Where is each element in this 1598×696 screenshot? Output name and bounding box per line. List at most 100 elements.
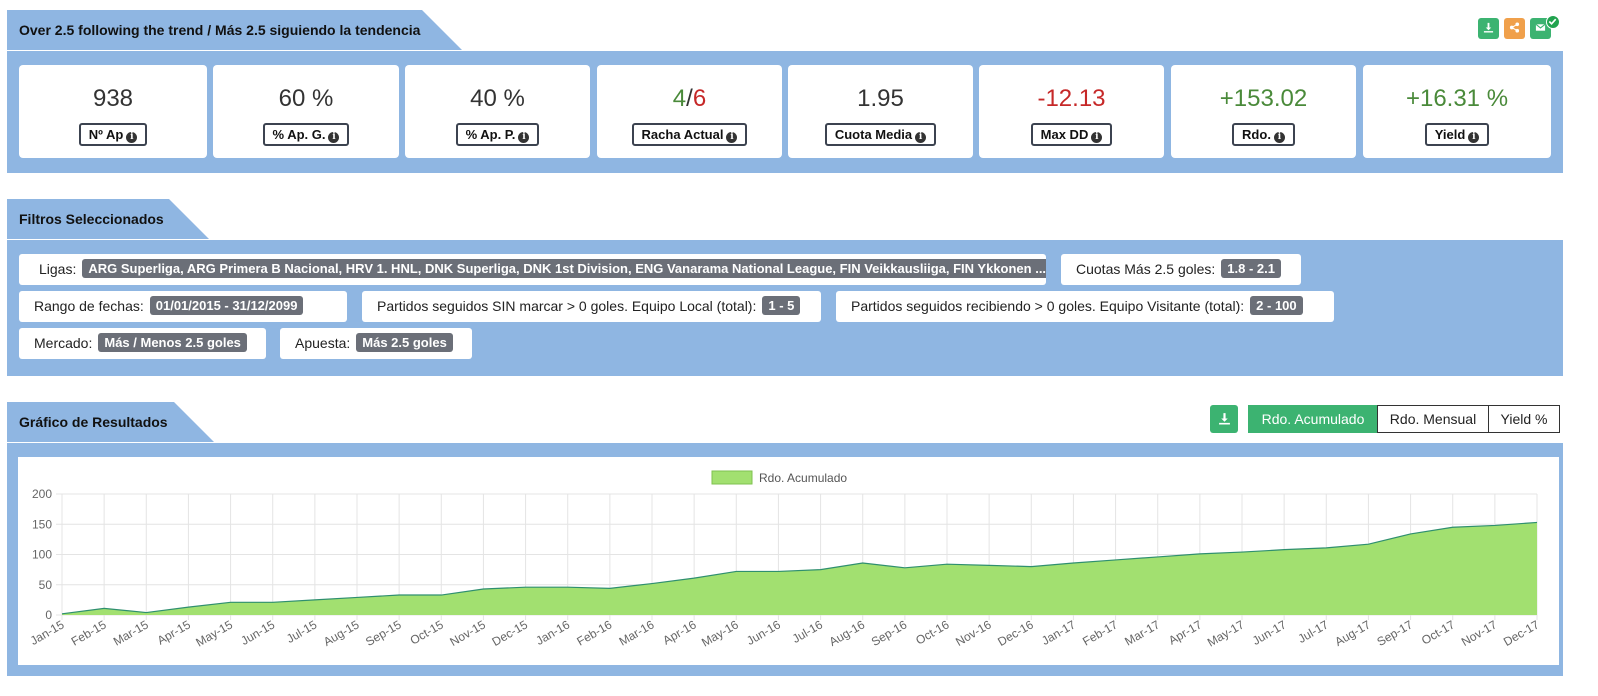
data-point[interactable] xyxy=(860,560,866,566)
info-icon[interactable]: i xyxy=(1468,132,1480,143)
data-point[interactable] xyxy=(902,565,908,571)
x-tick-label: Jul-15 xyxy=(284,617,320,646)
x-tick-label: May-17 xyxy=(1205,617,1247,649)
tab-rdo-mensual[interactable]: Rdo. Mensual xyxy=(1377,405,1489,433)
legend-swatch xyxy=(711,470,753,485)
x-tick-label: Aug-16 xyxy=(827,617,868,649)
data-point[interactable] xyxy=(1323,545,1329,551)
data-point[interactable] xyxy=(986,562,992,568)
chart-panel: Rdo. Acumulado 0 50 100 150 200 Jan-15 Feb-15… xyxy=(7,443,1563,676)
data-point[interactable] xyxy=(1365,541,1371,547)
data-point[interactable] xyxy=(1155,554,1161,560)
data-point[interactable] xyxy=(523,584,529,590)
data-point[interactable] xyxy=(396,592,402,598)
stat-label[interactable]: Yield i xyxy=(1424,123,1490,146)
series-area xyxy=(62,522,1537,615)
stat-label[interactable]: % Ap. G. i xyxy=(262,123,350,146)
x-tick-label: Nov-17 xyxy=(1459,617,1500,649)
data-point[interactable] xyxy=(1492,522,1498,528)
data-point[interactable] xyxy=(1028,564,1034,570)
info-icon[interactable]: i xyxy=(726,132,738,143)
data-point[interactable] xyxy=(480,586,486,592)
data-point[interactable] xyxy=(1239,549,1245,555)
stat-label[interactable]: Racha Actual i xyxy=(631,123,748,146)
data-point[interactable] xyxy=(228,599,234,605)
data-point[interactable] xyxy=(59,611,65,617)
data-point[interactable] xyxy=(1408,531,1414,537)
data-point[interactable] xyxy=(775,568,781,574)
filter-badge: Más / Menos 2.5 goles xyxy=(98,333,247,352)
chart-legend[interactable]: Rdo. Acumulado xyxy=(711,470,847,485)
stat-label[interactable]: Cuota Media i xyxy=(824,123,937,146)
info-icon[interactable]: i xyxy=(1273,132,1285,143)
data-point[interactable] xyxy=(691,575,697,581)
data-point[interactable] xyxy=(354,594,360,600)
data-point[interactable] xyxy=(649,581,655,587)
data-point[interactable] xyxy=(270,599,276,605)
info-icon[interactable]: i xyxy=(328,132,340,143)
data-point[interactable] xyxy=(185,604,191,610)
stats-section: Over 2.5 following the trend / Más 2.5 s… xyxy=(7,10,1591,173)
filter-label: Partidos seguidos recibiendo > 0 goles. … xyxy=(851,298,1245,314)
email-icon xyxy=(1535,23,1546,31)
stat-label[interactable]: % Ap. P. i xyxy=(455,123,540,146)
tab-yield[interactable]: Yield % xyxy=(1488,405,1560,433)
racha-separator: / xyxy=(686,85,693,112)
stat-label[interactable]: Nº Ap i xyxy=(78,123,148,146)
filter-ligas: Ligas: ARG Superliga, ARG Primera B Nacio… xyxy=(19,254,1046,285)
stat-card-ap-g: 60 % % Ap. G. i xyxy=(213,65,399,158)
data-point[interactable] xyxy=(607,585,613,591)
x-tick-label: May-16 xyxy=(699,617,741,649)
info-icon[interactable]: i xyxy=(1091,132,1103,143)
x-tick-label: Jul-17 xyxy=(1295,617,1331,646)
info-icon[interactable]: i xyxy=(126,132,138,143)
x-tick-label: Feb-17 xyxy=(1080,617,1120,648)
info-icon[interactable]: i xyxy=(915,132,927,143)
data-point[interactable] xyxy=(312,597,318,603)
filter-mercado: Mercado: Más / Menos 2.5 goles xyxy=(19,328,266,359)
stat-value: 60 % xyxy=(278,85,334,112)
x-tick-label: May-15 xyxy=(193,617,235,649)
stat-value: 4/6 xyxy=(597,85,782,113)
filters-section: Filtros Seleccionados Ligas: ARG Superlig… xyxy=(7,199,1591,376)
y-tick-label: 200 xyxy=(32,487,52,501)
filter-cuotas: Cuotas Más 2.5 goles: 1.8 - 2.1 xyxy=(1061,254,1301,285)
data-point[interactable] xyxy=(1534,519,1540,525)
data-point[interactable] xyxy=(438,592,444,598)
filter-badge: 1 - 5 xyxy=(762,296,801,315)
data-point[interactable] xyxy=(818,567,824,573)
racha-wins: 4 xyxy=(672,85,687,112)
share-button[interactable] xyxy=(1504,18,1525,39)
data-point[interactable] xyxy=(1113,557,1119,563)
x-tick-label: Sep-17 xyxy=(1375,617,1416,649)
filter-badge: Más 2.5 goles xyxy=(356,333,453,352)
stat-label[interactable]: Rdo. i xyxy=(1232,123,1295,146)
filter-visitante: Partidos seguidos recibiendo > 0 goles. … xyxy=(836,291,1334,322)
data-point[interactable] xyxy=(101,605,107,611)
download-button[interactable] xyxy=(1478,18,1499,39)
filter-badge: 1.8 - 2.1 xyxy=(1221,259,1281,278)
data-point[interactable] xyxy=(565,584,571,590)
y-tick-label: 150 xyxy=(32,517,52,531)
download-icon xyxy=(1218,413,1230,425)
stat-card-cuota: 1.95 Cuota Media i xyxy=(788,65,973,158)
data-point[interactable] xyxy=(1197,551,1203,557)
stat-label[interactable]: Max DD i xyxy=(1030,123,1113,146)
x-tick-label: Feb-16 xyxy=(574,617,614,648)
stat-value: +16.31 % xyxy=(1405,85,1509,112)
email-button[interactable] xyxy=(1530,18,1551,39)
chart-download-button[interactable] xyxy=(1210,405,1238,433)
x-tick-label: Nov-16 xyxy=(953,617,994,649)
data-point[interactable] xyxy=(143,610,149,616)
data-point[interactable] xyxy=(733,568,739,574)
data-point[interactable] xyxy=(1281,547,1287,553)
tab-rdo-acumulado[interactable]: Rdo. Acumulado xyxy=(1248,405,1378,433)
x-tick-label: Apr-15 xyxy=(155,617,193,647)
data-point[interactable] xyxy=(1450,524,1456,530)
download-icon xyxy=(1483,22,1494,33)
series-line xyxy=(61,521,1538,615)
info-icon[interactable]: i xyxy=(518,132,530,143)
data-point[interactable] xyxy=(1070,560,1076,566)
data-point[interactable] xyxy=(944,561,950,567)
page-title-text: Over 2.5 following the trend / Más 2.5 s… xyxy=(19,22,421,38)
